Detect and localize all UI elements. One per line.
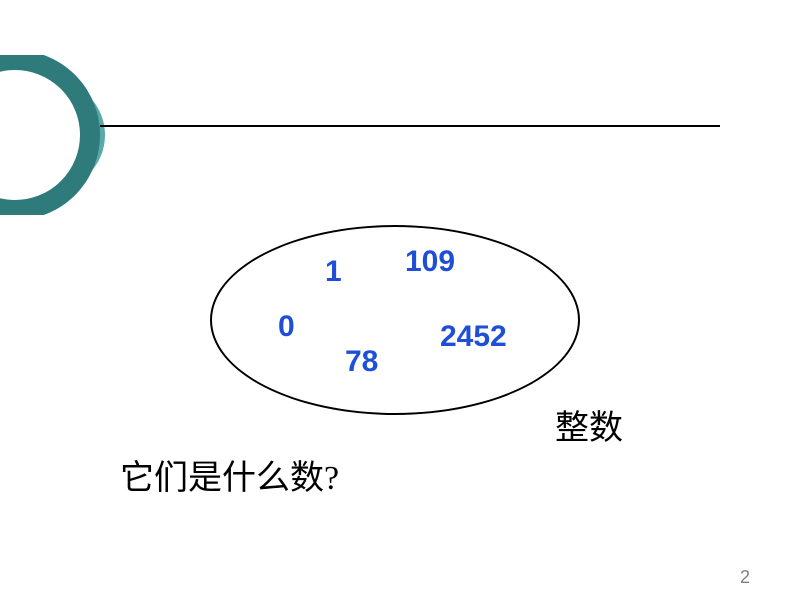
decoration-outer-ring [0, 60, 90, 210]
slide-corner-decoration [0, 55, 120, 215]
decoration-svg [0, 55, 120, 215]
number-0: 0 [278, 310, 295, 344]
number-1: 1 [325, 255, 342, 289]
title-divider [100, 125, 720, 127]
number-109: 109 [405, 245, 455, 279]
number-set-ellipse [210, 225, 580, 415]
number-2452: 2452 [440, 320, 507, 354]
number-78: 78 [345, 345, 378, 379]
integer-label: 整数 [555, 400, 623, 449]
page-number: 2 [740, 567, 750, 588]
question-text: 它们是什么数? [120, 450, 339, 499]
